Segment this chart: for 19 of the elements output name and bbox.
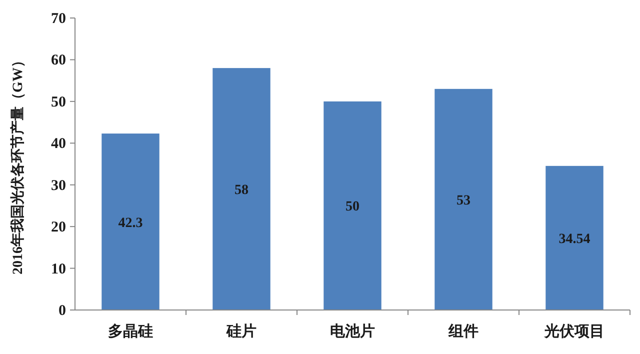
data-label: 34.54: [558, 232, 590, 247]
x-tick-label: 电池片: [330, 322, 375, 340]
y-tick-label: 0: [58, 303, 66, 319]
y-tick-label: 60: [51, 52, 66, 69]
y-tick-label: 50: [51, 94, 66, 110]
x-tick-label: 硅片: [226, 322, 256, 340]
x-tick-label: 组件: [448, 322, 478, 340]
data-label: 58: [234, 183, 248, 198]
data-label: 42.3: [118, 216, 143, 231]
x-tick-label: 多晶硅: [108, 322, 153, 340]
y-tick-label: 40: [51, 136, 66, 152]
y-tick-label: 70: [51, 11, 66, 27]
data-label: 50: [346, 200, 360, 215]
y-tick-label: 20: [51, 220, 66, 236]
data-label: 53: [456, 193, 470, 208]
y-tick-label: 10: [51, 261, 66, 278]
y-axis-title: 2016年我国光伏各环节产量（GW）: [9, 54, 26, 274]
x-tick-label: 光伏项目: [544, 322, 604, 340]
y-tick-label: 30: [51, 178, 66, 194]
